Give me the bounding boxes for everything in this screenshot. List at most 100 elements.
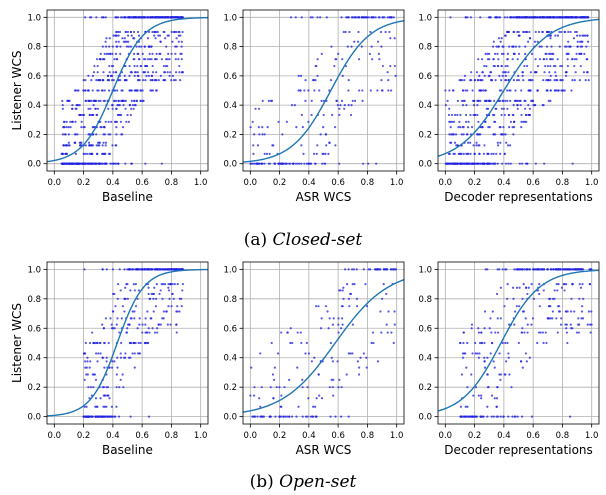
data-point bbox=[114, 16, 117, 19]
data-point bbox=[516, 107, 519, 110]
x-tick-label: 0.8 bbox=[361, 178, 375, 188]
data-point bbox=[507, 79, 510, 82]
data-point bbox=[124, 286, 127, 289]
data-point bbox=[387, 79, 390, 82]
data-point bbox=[561, 79, 564, 82]
fit-curve bbox=[437, 269, 600, 412]
fit-curve bbox=[242, 279, 405, 413]
data-point bbox=[102, 125, 106, 129]
data-point bbox=[513, 120, 516, 123]
data-point bbox=[475, 162, 479, 165]
y-tick-label: 0.6 bbox=[418, 324, 432, 334]
data-point bbox=[109, 162, 112, 165]
data-point bbox=[78, 144, 82, 147]
y-tick-label: 0.4 bbox=[223, 354, 237, 364]
data-point bbox=[493, 52, 497, 56]
data-point bbox=[320, 99, 323, 102]
y-tick-label: 0.2 bbox=[418, 130, 432, 140]
data-point bbox=[313, 89, 316, 92]
data-point bbox=[542, 104, 545, 107]
data-point bbox=[261, 415, 264, 418]
data-point bbox=[161, 268, 164, 271]
data-point bbox=[515, 305, 518, 308]
data-point bbox=[103, 366, 106, 369]
y-tick-label: 0.4 bbox=[27, 101, 41, 111]
data-point bbox=[499, 40, 502, 43]
data-point bbox=[167, 286, 170, 289]
data-point bbox=[565, 310, 568, 313]
data-point bbox=[274, 415, 277, 418]
data-point bbox=[493, 120, 496, 123]
data-point bbox=[151, 327, 154, 330]
data-point bbox=[567, 40, 570, 43]
data-point bbox=[99, 352, 102, 355]
data-point bbox=[573, 58, 576, 61]
data-point bbox=[321, 152, 324, 155]
y-tick-label: 0.8 bbox=[27, 43, 41, 53]
data-point bbox=[339, 327, 343, 330]
data-point bbox=[512, 104, 515, 107]
data-point bbox=[263, 162, 266, 165]
data-point bbox=[175, 37, 178, 40]
data-point bbox=[155, 58, 158, 61]
data-point bbox=[571, 58, 574, 61]
data-point bbox=[388, 30, 391, 34]
data-point bbox=[546, 16, 549, 19]
data-point bbox=[114, 34, 117, 37]
data-point bbox=[486, 405, 489, 408]
data-point bbox=[105, 268, 108, 271]
data-point bbox=[469, 141, 472, 144]
data-point bbox=[589, 331, 592, 334]
data-point bbox=[347, 268, 350, 271]
data-point bbox=[114, 99, 118, 102]
data-point bbox=[92, 341, 95, 345]
data-point bbox=[117, 34, 120, 37]
data-point bbox=[96, 415, 99, 418]
data-point bbox=[525, 360, 528, 363]
data-point bbox=[536, 341, 539, 345]
data-point bbox=[524, 286, 528, 289]
data-point bbox=[503, 152, 506, 155]
data-point bbox=[105, 356, 108, 359]
data-point bbox=[541, 331, 545, 334]
data-point bbox=[470, 415, 473, 418]
data-point bbox=[108, 37, 111, 40]
data-point bbox=[123, 310, 126, 313]
data-point bbox=[500, 89, 503, 92]
data-point bbox=[307, 352, 311, 355]
data-point bbox=[144, 16, 147, 19]
data-point bbox=[532, 268, 535, 271]
data-point bbox=[563, 282, 566, 286]
data-point bbox=[563, 268, 566, 271]
data-point bbox=[84, 144, 87, 147]
data-point bbox=[94, 415, 97, 418]
data-point bbox=[311, 16, 314, 19]
data-point bbox=[576, 45, 579, 48]
data-point bbox=[329, 79, 333, 82]
data-point bbox=[518, 305, 521, 308]
data-point bbox=[551, 317, 554, 320]
data-point bbox=[452, 89, 455, 92]
data-point bbox=[97, 162, 101, 165]
data-point bbox=[520, 120, 523, 123]
data-point bbox=[344, 30, 347, 34]
data-point bbox=[342, 30, 345, 34]
data-point bbox=[100, 152, 104, 155]
data-point bbox=[373, 268, 377, 271]
data-point bbox=[76, 104, 79, 107]
data-point bbox=[383, 16, 386, 19]
data-point bbox=[150, 74, 154, 77]
data-point bbox=[81, 113, 84, 117]
data-point bbox=[351, 352, 354, 355]
data-point bbox=[502, 415, 505, 418]
data-point bbox=[320, 397, 324, 400]
data-point bbox=[493, 366, 496, 369]
data-point bbox=[102, 141, 105, 144]
data-point bbox=[362, 352, 365, 355]
data-point bbox=[118, 30, 122, 34]
data-point bbox=[497, 45, 500, 48]
data-point bbox=[115, 133, 118, 136]
data-point bbox=[163, 71, 166, 74]
data-point bbox=[581, 282, 584, 286]
data-point bbox=[503, 373, 506, 376]
